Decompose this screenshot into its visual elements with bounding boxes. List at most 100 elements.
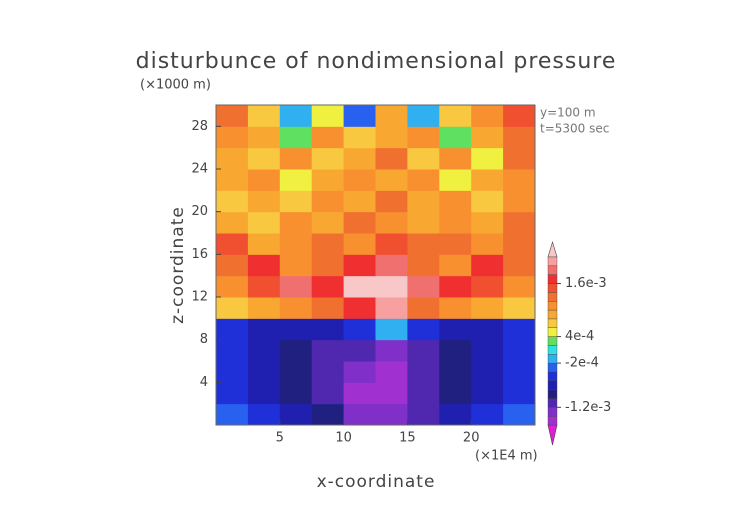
contour-cell (247, 126, 281, 149)
contour-cell (247, 105, 281, 127)
contour-cell (247, 403, 281, 426)
contour-cell (471, 105, 504, 127)
contour-cell (311, 105, 345, 127)
contour-cell (503, 254, 536, 277)
colorbar-bin (547, 380, 558, 390)
x-tick-label: 20 (463, 431, 480, 446)
contour-cell (407, 254, 440, 277)
contour-cell (407, 190, 440, 213)
annotation: t=5300 sec (540, 122, 609, 136)
colorbar-tick-label: -2e-4 (565, 356, 599, 371)
contour-cell (247, 147, 281, 170)
contour-cell (343, 403, 376, 426)
contour-cell (247, 190, 281, 213)
contour-cell (343, 339, 376, 362)
y-tick-label: 16 (191, 247, 208, 262)
plot-frame (215, 104, 536, 426)
contour-cell (279, 297, 313, 319)
contour-cell (407, 169, 440, 191)
contour-cell (503, 297, 536, 319)
contour-cell (247, 275, 281, 298)
colorbar-bin (547, 354, 558, 364)
contour-cell (439, 361, 472, 383)
contour-cell (471, 169, 504, 191)
contour-cell (407, 105, 440, 127)
contour-cell (216, 126, 249, 149)
contour-cell (216, 233, 249, 255)
contour-cell (311, 275, 345, 298)
annotation: y=100 m (540, 106, 596, 120)
contour-cell (471, 297, 504, 319)
contour-cell (247, 211, 281, 234)
contour-cell (343, 147, 376, 170)
contour-cell (503, 403, 536, 426)
contour-cell (471, 147, 504, 170)
contour-cell (247, 254, 281, 277)
x-tick-label: 10 (335, 431, 352, 446)
contour-cell (407, 382, 440, 405)
contour-cell (343, 169, 376, 191)
contour-cell (247, 339, 281, 362)
contour-cell (311, 211, 345, 234)
contour-cell (471, 339, 504, 362)
contour-cell (343, 318, 376, 341)
contour-cell (503, 339, 536, 362)
colorbar-bin (547, 398, 558, 408)
colorbar-bin (547, 371, 558, 381)
colorbar-bin (547, 327, 558, 337)
contour-cell (216, 169, 249, 191)
x-tick-label: 5 (276, 431, 284, 446)
contour-cell (439, 382, 472, 405)
colorbar-bin (547, 265, 558, 275)
contour-cell (343, 361, 376, 383)
contour-cell (471, 126, 504, 149)
x-unit-label: (×1E4 m) (475, 449, 538, 464)
contour-cell (439, 297, 472, 319)
x-tick-label: 15 (399, 431, 416, 446)
contour-cell (439, 105, 472, 127)
contour-cell (375, 297, 408, 319)
contour-cell (279, 211, 313, 234)
contour-cell (343, 382, 376, 405)
contour-cell (311, 318, 345, 341)
contour-cell (407, 339, 440, 362)
contour-cell (279, 361, 313, 383)
contour-cell (439, 339, 472, 362)
contour-cell (503, 169, 536, 191)
colorbar-bin (547, 309, 558, 320)
contour-cell (439, 254, 472, 277)
x-axis-label: x-coordinate (317, 472, 436, 492)
contour-cell (216, 382, 249, 405)
colorbar-under (547, 424, 558, 446)
chart-title: disturbunce of nondimensional pressure (136, 49, 617, 74)
y-tick-label: 4 (200, 375, 208, 390)
contour-cell (343, 105, 376, 127)
contour-cell (439, 126, 472, 149)
contour-cell (311, 147, 345, 170)
contour-cell (503, 318, 536, 341)
colorbar-bin (547, 301, 558, 311)
contour-cell (471, 211, 504, 234)
contour-cell (311, 190, 345, 213)
contour-cell (439, 169, 472, 191)
contour-cell (471, 190, 504, 213)
contour-cell (375, 403, 408, 426)
contour-cell (247, 169, 281, 191)
colorbar-bin (547, 256, 558, 267)
contour-cell (407, 275, 440, 298)
contour-cell (311, 339, 345, 362)
contour-cell (279, 254, 313, 277)
contour-cell (503, 211, 536, 234)
y-unit-label: (×1000 m) (140, 78, 211, 93)
colorbar-tick-label: 4e-4 (565, 329, 594, 344)
colorbar-bin (547, 362, 558, 373)
contour-cell (471, 254, 504, 277)
contour-cell (311, 382, 345, 405)
colorbar-bin (547, 283, 558, 293)
contour-cell (503, 382, 536, 405)
contour-cell (375, 382, 408, 405)
contour-cell (375, 105, 408, 127)
contour-cell (503, 190, 536, 213)
contour-cell (247, 318, 281, 341)
contour-cell (216, 211, 249, 234)
